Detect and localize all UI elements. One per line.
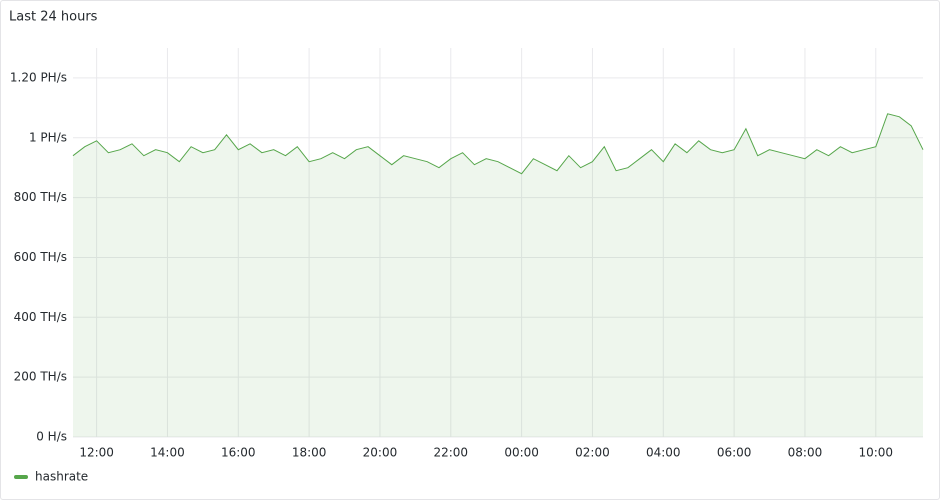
x-tick-label: 18:00 [292, 446, 327, 460]
x-tick-label: 10:00 [858, 446, 893, 460]
x-tick-label: 20:00 [363, 446, 398, 460]
x-tick-label: 08:00 [788, 446, 823, 460]
x-tick-label: 00:00 [504, 446, 539, 460]
y-tick-label: 1.20 PH/s [10, 70, 67, 84]
x-tick-label: 16:00 [221, 446, 256, 460]
x-tick-label: 04:00 [646, 446, 681, 460]
y-tick-label: 0 H/s [36, 430, 67, 444]
panel-title: Last 24 hours [9, 10, 98, 25]
area-fill [73, 113, 923, 438]
y-tick-label: 400 TH/s [14, 310, 67, 324]
x-tick-label: 14:00 [150, 446, 185, 460]
y-tick-label: 600 TH/s [14, 250, 67, 264]
y-tick-label: 200 TH/s [14, 370, 67, 384]
x-tick-label: 02:00 [575, 446, 610, 460]
x-tick-label: 22:00 [433, 446, 468, 460]
legend-swatch [14, 475, 28, 479]
x-tick-label: 12:00 [79, 446, 114, 460]
legend-label: hashrate [35, 470, 88, 484]
y-tick-label: 1 PH/s [29, 130, 67, 144]
line [72, 113, 924, 175]
y-tick-label: 800 TH/s [14, 190, 67, 204]
x-tick-label: 06:00 [717, 446, 752, 460]
